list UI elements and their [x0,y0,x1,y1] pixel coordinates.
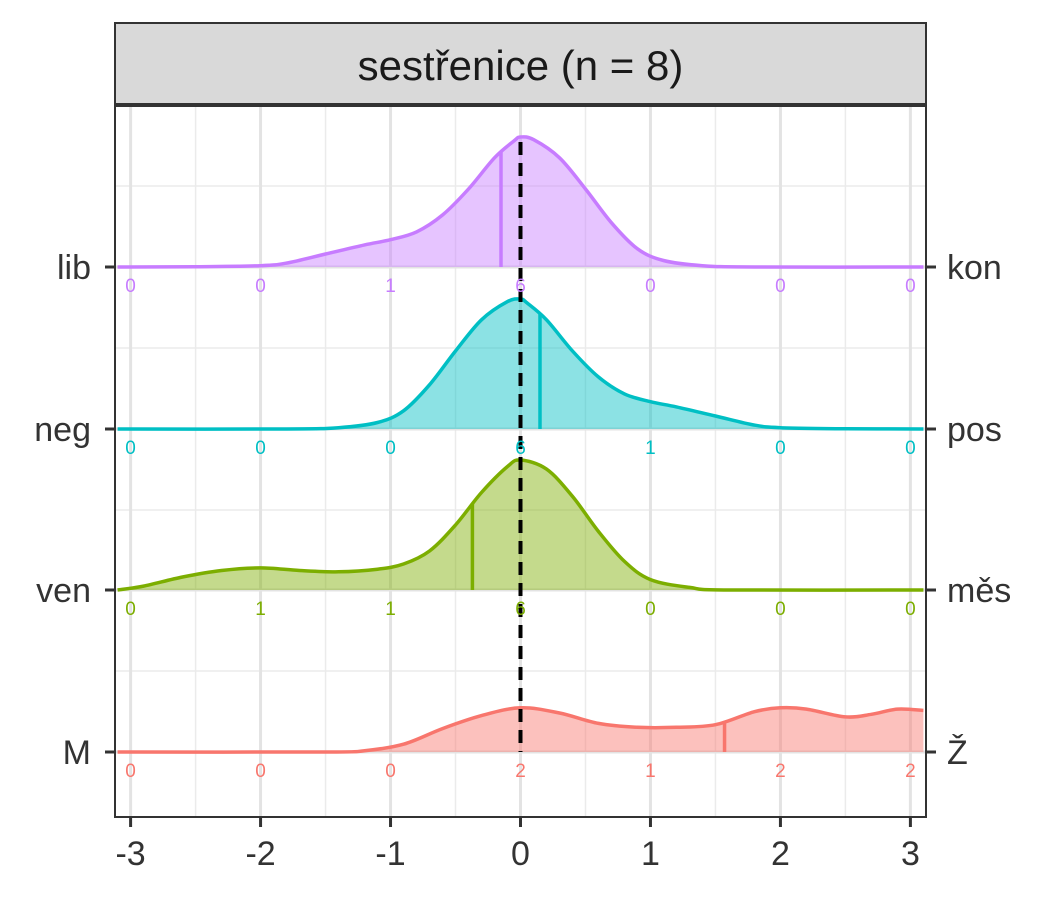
count-label: 1 [385,599,396,620]
count-label: 0 [255,761,266,782]
count-label: 0 [385,761,396,782]
facet-title: sestřenice (n = 8) [358,42,684,89]
ridge-lib [117,135,924,269]
ridge-line [117,297,924,431]
y-tick-label-left: ven [36,572,91,610]
count-label: 0 [905,276,916,297]
y-tick-label-left: lib [57,249,91,287]
chart-frame: 0 0 1 6 0 0 0 0 0 0 6 1 0 0 0 1 1 6 0 0 0 0 0 0 2 1 2 2 sestřenice … [34,22,1011,873]
x-tick-label: 1 [641,835,660,873]
y-axis-right: kon pos měs Ž [926,249,1011,772]
x-tick-label: -3 [115,835,145,873]
count-label: 1 [385,276,396,297]
y-tick-label-right: Ž [947,734,968,772]
ridge-line [117,705,924,754]
count-label: 1 [645,761,656,782]
y-tick-label-right: pos [947,411,1002,449]
count-label: 0 [905,438,916,459]
x-tick-label: 2 [771,835,790,873]
strip-background [114,22,927,105]
count-label: 6 [515,276,526,297]
count-label: 1 [645,438,656,459]
count-label: 2 [515,761,526,782]
count-label: 0 [645,599,656,620]
y-tick-label-left: M [63,734,91,772]
y-tick-label-left: neg [34,411,91,449]
ridge-area [117,707,924,753]
ridge-line [117,135,924,269]
count-label: 0 [255,438,266,459]
count-label: 0 [125,438,136,459]
x-tick-label: 0 [511,835,530,873]
count-label: 0 [125,276,136,297]
count-label: 0 [775,599,786,620]
count-label: 0 [125,599,136,620]
count-label: 6 [515,599,526,620]
count-label: 0 [645,276,656,297]
y-tick-label-right: kon [947,249,1002,287]
count-label: 2 [905,761,916,782]
ridge-line [117,458,924,592]
count-label: 0 [255,276,266,297]
count-label: 2 [775,761,786,782]
y-axis-left: lib neg ven M [34,249,115,772]
x-tick-label: 3 [901,835,920,873]
count-label: 1 [255,599,266,620]
y-tick-label-right: měs [947,572,1011,610]
count-label: 0 [385,438,396,459]
x-axis: -3 -2 -1 0 1 2 3 [115,817,920,873]
count-label: 0 [125,761,136,782]
count-label: 0 [775,276,786,297]
count-labels: 0 0 1 6 0 0 0 0 0 0 6 1 0 0 0 1 1 6 0 0 0 0 0 0 2 1 2 2 [125,276,915,782]
x-tick-label: -2 [245,835,275,873]
count-label: 0 [775,438,786,459]
ridge-M [117,705,924,754]
count-label: 0 [905,599,916,620]
x-tick-label: -1 [375,835,405,873]
count-label: 6 [515,438,526,459]
ridge-area [117,136,924,268]
